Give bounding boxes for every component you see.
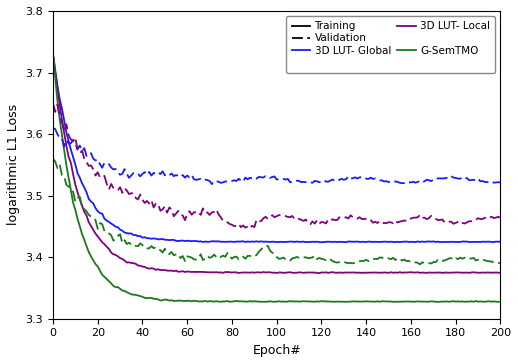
Y-axis label: logarithmic L1 Loss: logarithmic L1 Loss	[7, 104, 20, 225]
Legend: Training, Validation, 3D LUT- Global, , 3D LUT- Local, , G-SemTMO, : Training, Validation, 3D LUT- Global, , …	[286, 16, 495, 73]
X-axis label: Epoch#: Epoch#	[252, 344, 301, 357]
